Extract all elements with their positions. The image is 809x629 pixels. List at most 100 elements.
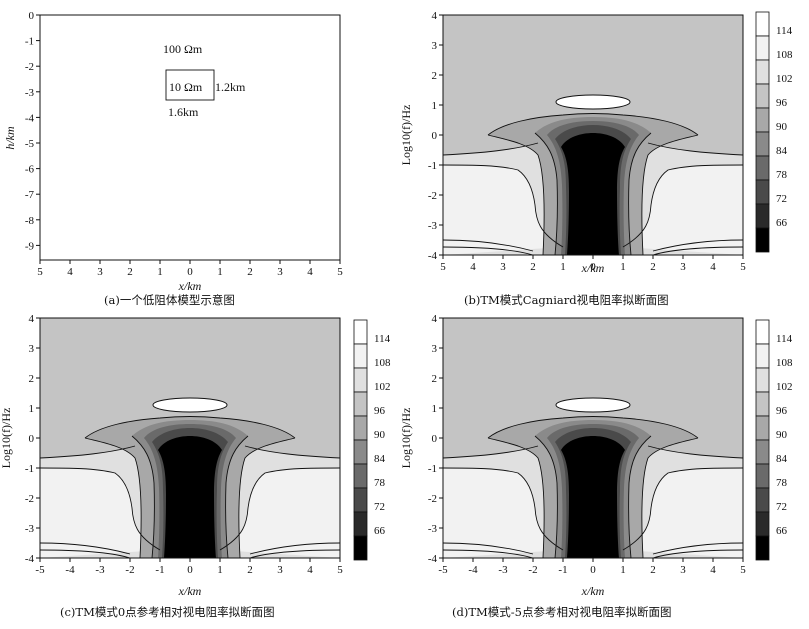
panel-b-colorbar: [755, 11, 770, 253]
panel-c-colorbar-label: 102: [374, 381, 391, 393]
panel-a-x-tick-label: 2: [247, 266, 253, 278]
panel-c-colorbar-labels: 114 108 102 96 90 84 78 72 66: [374, 333, 391, 537]
panel-a-y-ticks: 0 -1 -2 -3 -4 -5 -6 -7 -8 -9: [25, 10, 40, 252]
panel-d-colorbar-label: 114: [776, 333, 793, 345]
panel-a-x-tick-label: 5: [337, 266, 343, 278]
panel-d-colorbar-label: 96: [776, 405, 788, 417]
panel-a: 5 4 3 2 1 0 1 2 3 4 5 0 -1 -2 -3 -4 -5 -6 -7 -8 -9 100 Ωm 1…: [3, 10, 343, 293]
panel-a-x-tick-label: 1: [217, 266, 223, 278]
panel-a-caption: (a)一个低阻体模型示意图: [104, 293, 235, 307]
panel-b-y-tick-label: -1: [428, 160, 437, 172]
background-resistivity-label: 100 Ωm: [163, 42, 203, 56]
panel-c-y-tick-label: 1: [29, 403, 35, 415]
panel-d-colorbar-label: 108: [776, 357, 793, 369]
panel-c-xlabel: x/km: [178, 584, 202, 598]
panel-c-y-tick-label: -4: [25, 553, 35, 565]
panel-b-colorbar-label: 66: [776, 217, 788, 229]
panel-c-y-tick-label: -2: [25, 493, 34, 505]
panel-a-y-tick-label: -3: [25, 87, 35, 99]
panel-d-y-tick-label: 1: [432, 403, 438, 415]
panel-b-x-tick-label: 2: [530, 261, 536, 273]
panel-d-y-tick-label: -4: [428, 553, 438, 565]
panel-c-colorbar-label: 114: [374, 333, 391, 345]
panel-b-x-tick-label: 4: [710, 261, 716, 273]
panel-c-y-tick-label: -1: [25, 463, 34, 475]
block-width-label: 1.6km: [168, 105, 199, 119]
panel-c-ylabel: Log10(f)/Hz: [0, 408, 13, 469]
panel-a-x-tick-label: 1: [157, 266, 163, 278]
panel-a-x-ticks: 5 4 3 2 1 0 1 2 3 4 5: [37, 260, 343, 278]
panel-b-colorbar-label: 108: [776, 49, 793, 61]
panel-b-y-tick-label: 2: [432, 70, 438, 82]
panel-b-y-tick-label: -2: [428, 190, 437, 202]
panel-c-x-tick-label: -3: [95, 564, 105, 576]
panel-a-y-tick-label: 0: [29, 10, 35, 22]
panel-c-x-tick-label: 4: [307, 564, 313, 576]
panel-c-colorbar-label: 72: [374, 501, 385, 513]
panel-b-colorbar-label: 114: [776, 25, 793, 37]
panel-a-frame: [39, 14, 341, 261]
panel-b-colorbar-label: 96: [776, 97, 788, 109]
panel-d-x-tick-label: 3: [680, 564, 686, 576]
panel-d-x-tick-label: 0: [590, 564, 596, 576]
panel-c-y-tick-label: 4: [29, 313, 35, 325]
panel-d-xlabel: x/km: [581, 584, 605, 598]
panel-c-y-tick-label: 3: [29, 343, 35, 355]
panel-c-x-tick-label: -1: [155, 564, 164, 576]
panel-c-colorbar-label: 96: [374, 405, 386, 417]
anomaly-block: [165, 69, 215, 101]
panel-a-y-tick-label: -6: [25, 164, 35, 176]
panel-c-x-tick-label: 1: [217, 564, 223, 576]
panel-b-y-tick-label: -3: [428, 220, 438, 232]
panel-b-y-tick-label: 4: [432, 10, 438, 22]
panel-d-x-tick-label: 5: [740, 564, 746, 576]
panel-b-x-tick-label: 0: [590, 261, 596, 273]
panel-a-x-tick-label: 3: [97, 266, 103, 278]
panel-a-x-tick-label: 2: [127, 266, 133, 278]
panel-d-x-tick-label: 4: [710, 564, 716, 576]
panel-d-colorbar-label: 72: [776, 501, 787, 513]
panel-a-y-tick-label: -7: [25, 189, 35, 201]
panel-b-colorbar-label: 78: [776, 169, 788, 181]
panel-b-x-tick-label: 3: [500, 261, 506, 273]
panel-d-x-tick-label: -5: [438, 564, 448, 576]
panel-b-x-tick-label: 1: [620, 261, 626, 273]
panel-c-x-tick-label: 3: [277, 564, 283, 576]
panel-c-contour-map: [39, 317, 341, 559]
panel-a-x-tick-label: 4: [67, 266, 73, 278]
panel-d-caption: (d)TM模式-5点参考相对视电阻率拟断面图: [452, 605, 672, 619]
panel-d-colorbar-label: 84: [776, 453, 788, 465]
panel-b-y-tick-label: 0: [432, 130, 438, 142]
panel-b-colorbar-label: 90: [776, 121, 788, 133]
panel-a-x-tick-label: 4: [307, 266, 313, 278]
panel-d-ylabel: Log10(f)/Hz: [399, 408, 413, 469]
panel-c-y-tick-label: 2: [29, 373, 35, 385]
panel-d-colorbar-label: 78: [776, 477, 788, 489]
panel-d-x-ticks: -5 -4 -3 -2 -1 0 1 2 3 4 5: [438, 558, 746, 576]
panel-d-y-tick-label: 4: [432, 313, 438, 325]
panel-b-y-tick-label: 1: [432, 100, 438, 112]
panel-c-colorbar-label: 66: [374, 525, 386, 537]
panel-b-x-ticks: 5 4 3 2 1 0 1 2 3 4 5: [440, 255, 746, 273]
panel-c-x-tick-label: 5: [337, 564, 343, 576]
panel-c-x-tick-label: -2: [125, 564, 134, 576]
panel-b-contour-map: [442, 14, 744, 256]
panel-b-ylabel: Log10(f)/Hz: [399, 105, 413, 166]
panel-b-x-tick-label: 1: [560, 261, 566, 273]
panel-b-x-tick-label: 5: [740, 261, 746, 273]
panel-c-colorbar-label: 84: [374, 453, 386, 465]
panel-b-colorbar-label: 72: [776, 193, 787, 205]
panel-b-y-tick-label: -4: [428, 250, 438, 262]
panel-b-x-tick-label: 3: [680, 261, 686, 273]
panel-d-y-tick-label: 2: [432, 373, 438, 385]
panel-b-xlabel: x/km: [581, 261, 605, 275]
panel-a-y-tick-label: -4: [25, 112, 35, 124]
block-height-label: 1.2km: [215, 80, 246, 94]
panel-a-x-tick-label: 5: [37, 266, 43, 278]
panel-d-colorbar-label: 102: [776, 381, 793, 393]
panel-a-y-tick-label: -1: [25, 36, 34, 48]
panel-b-colorbar-labels: 114 108 102 96 90 84 78 72 66: [776, 25, 793, 229]
